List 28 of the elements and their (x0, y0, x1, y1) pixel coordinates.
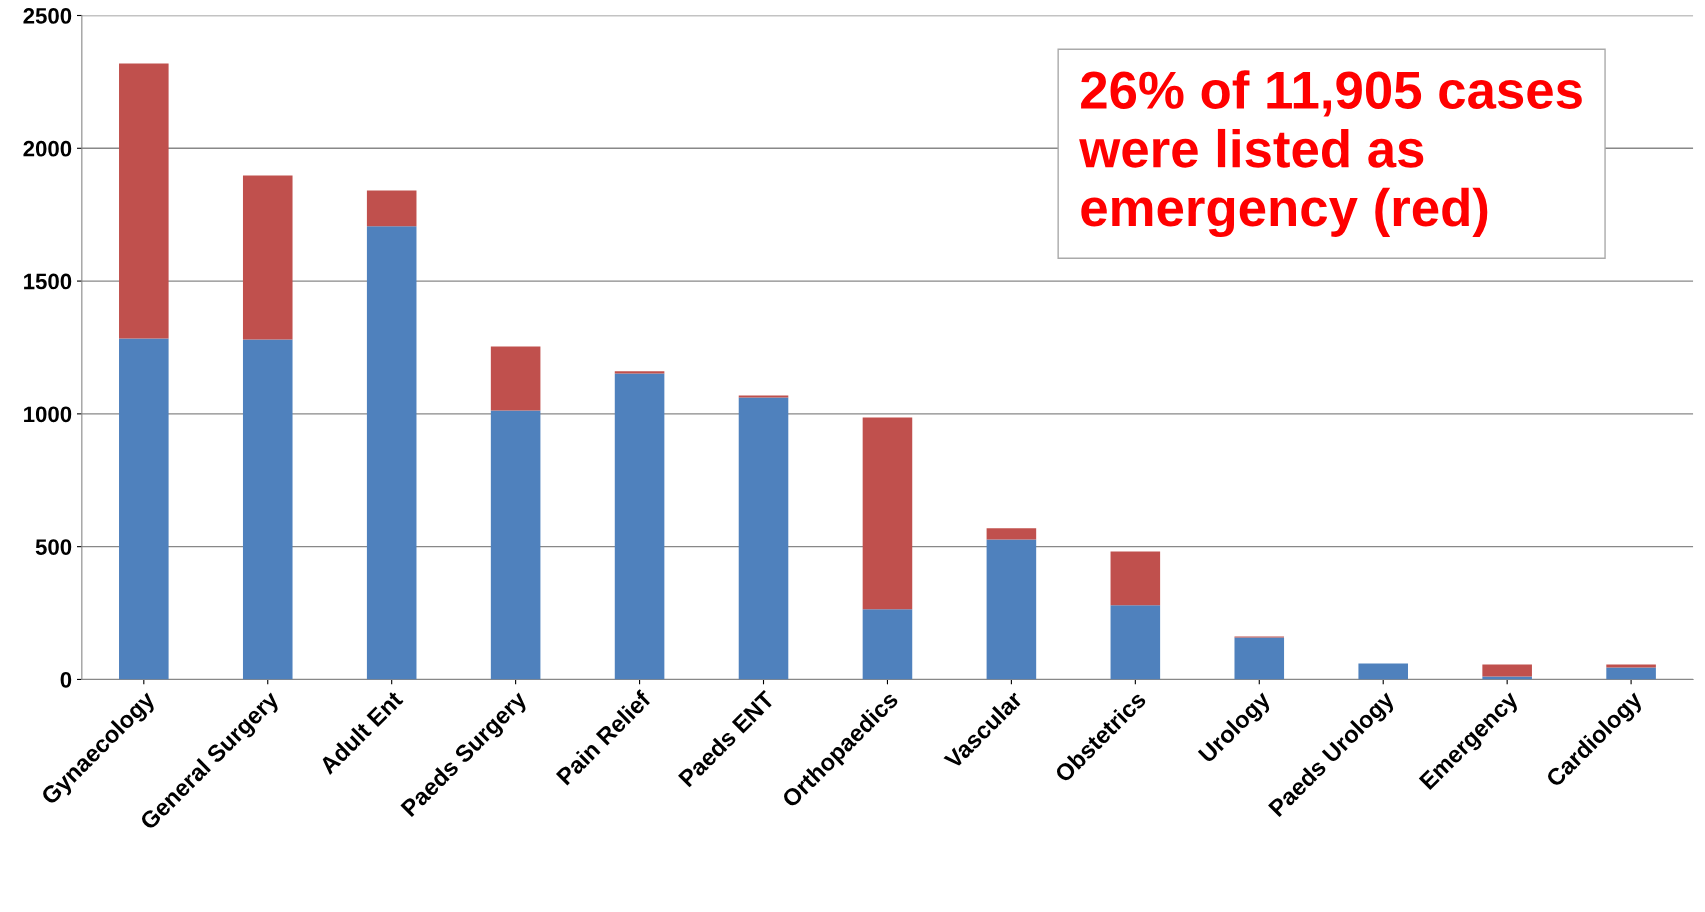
bar (862, 417, 913, 610)
bar (119, 338, 169, 680)
y-tick-label: 500 (35, 539, 72, 555)
bar (490, 410, 541, 680)
y-tick-label: 0 (60, 671, 72, 688)
bar (242, 339, 293, 680)
bar (614, 371, 665, 374)
bar (986, 539, 1037, 680)
bar (1234, 637, 1285, 680)
bar (490, 346, 541, 411)
bar (862, 609, 913, 680)
bar (614, 373, 665, 680)
annotation: 26% of 11,905 cases were listed as emergency (red) (1079, 70, 1582, 238)
bar (1110, 605, 1161, 680)
y-tick-label: 2500 (23, 8, 72, 24)
bar (1110, 551, 1161, 606)
y-tick-label: 1500 (24, 273, 72, 290)
bar (738, 397, 789, 680)
bar (1606, 667, 1656, 680)
y-tick-label: 1000 (24, 406, 72, 423)
bar (1358, 663, 1408, 680)
bar (242, 175, 293, 340)
bar (366, 226, 417, 680)
bar (1482, 664, 1532, 677)
y-tick-label: 2000 (23, 140, 72, 157)
bar (986, 528, 1037, 540)
bar (119, 63, 169, 339)
bar (366, 190, 417, 227)
